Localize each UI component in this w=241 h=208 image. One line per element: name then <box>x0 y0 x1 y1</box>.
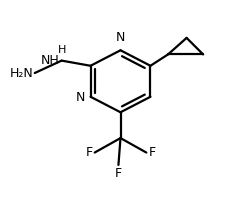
Text: N: N <box>116 31 125 44</box>
Text: N: N <box>76 91 85 104</box>
Text: F: F <box>115 167 122 180</box>
Text: NH: NH <box>41 54 60 67</box>
Text: H₂N: H₂N <box>10 67 34 79</box>
Text: F: F <box>148 146 155 159</box>
Text: H: H <box>57 45 66 56</box>
Text: F: F <box>86 146 93 159</box>
